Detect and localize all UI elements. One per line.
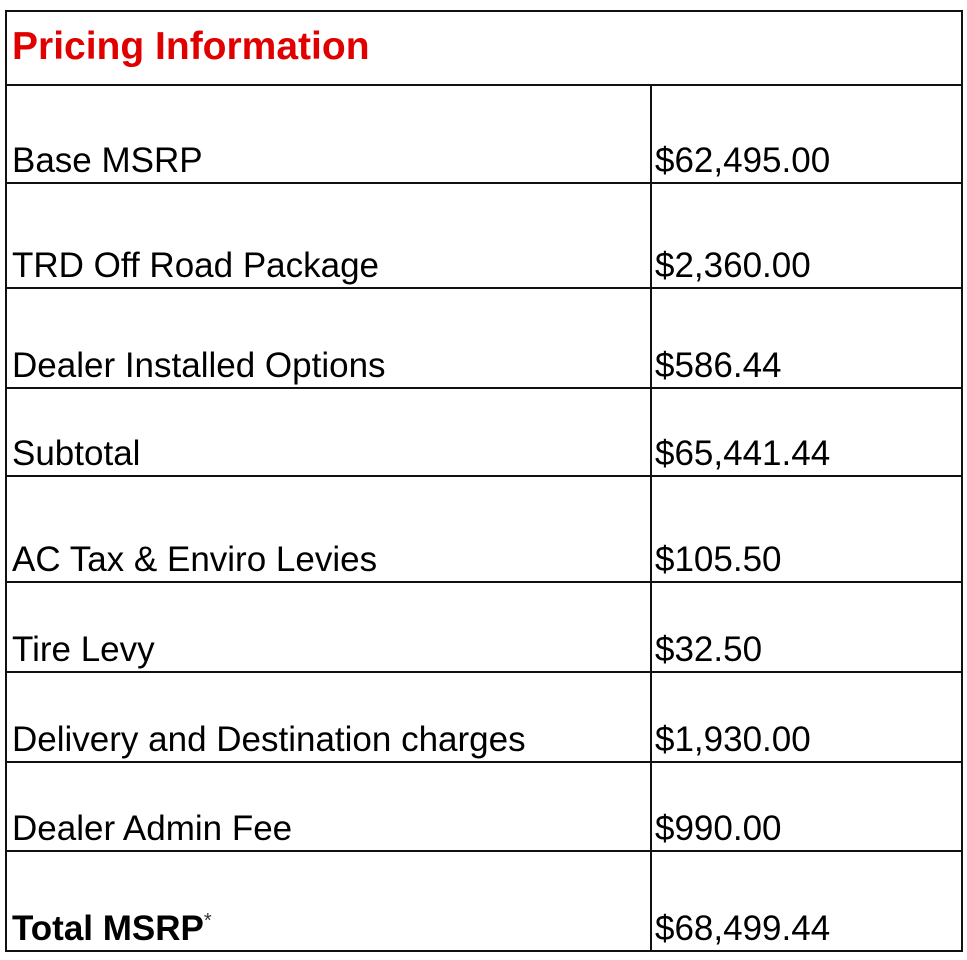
row-label: Delivery and Destination charges [5, 671, 652, 763]
row-value: $32.50 [650, 581, 963, 673]
pricing-table: Pricing Information Base MSRP $62,495.00… [5, 10, 963, 952]
row-value: $62,495.00 [650, 84, 963, 184]
row-value: $105.50 [650, 475, 963, 583]
footnote-asterisk: * [203, 910, 212, 932]
row-label: Subtotal [5, 387, 652, 477]
row-value: $65,441.44 [650, 387, 963, 477]
table-row: Dealer Installed Options $586.44 [5, 287, 963, 389]
table-row: Tire Levy $32.50 [5, 581, 963, 673]
table-row: Subtotal $65,441.44 [5, 387, 963, 477]
table-row: Delivery and Destination charges $1,930.… [5, 671, 963, 763]
row-label: Tire Levy [5, 581, 652, 673]
row-label: AC Tax & Enviro Levies [5, 475, 652, 583]
total-label-cell: Total MSRP* [5, 850, 652, 952]
row-label: TRD Off Road Package [5, 182, 652, 289]
table-row: Base MSRP $62,495.00 [5, 84, 963, 184]
row-value: $1,930.00 [650, 671, 963, 763]
total-row: Total MSRP* $68,499.44 [5, 850, 963, 952]
row-value: $586.44 [650, 287, 963, 389]
row-label: Dealer Installed Options [5, 287, 652, 389]
table-row: TRD Off Road Package $2,360.00 [5, 182, 963, 289]
row-label: Base MSRP [5, 84, 652, 184]
row-label: Dealer Admin Fee [5, 761, 652, 852]
table-row: Dealer Admin Fee $990.00 [5, 761, 963, 852]
total-value: $68,499.44 [650, 850, 963, 952]
title-row: Pricing Information [5, 10, 963, 86]
table-title: Pricing Information [5, 10, 963, 86]
table-row: AC Tax & Enviro Levies $105.50 [5, 475, 963, 583]
total-label: Total MSRP [12, 909, 204, 948]
row-value: $2,360.00 [650, 182, 963, 289]
row-value: $990.00 [650, 761, 963, 852]
